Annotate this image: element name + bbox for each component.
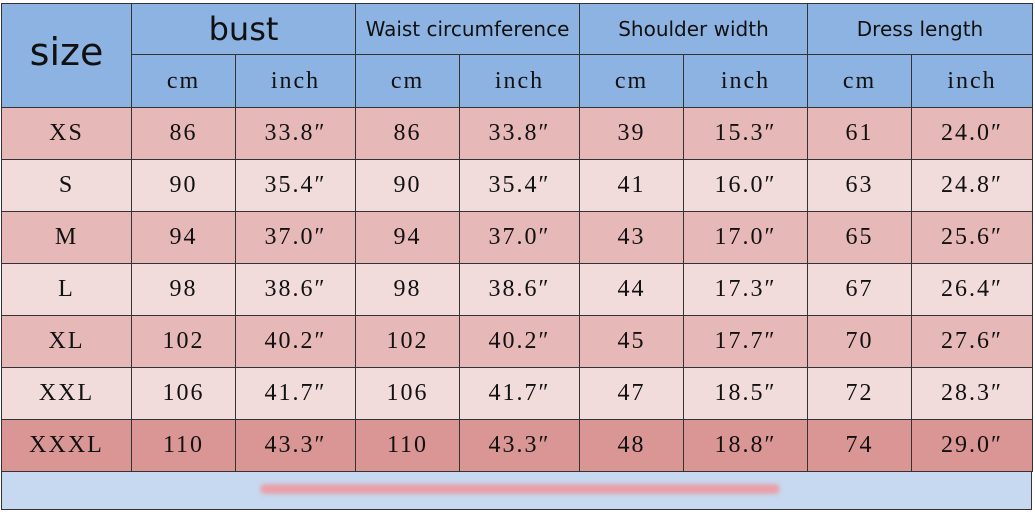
measurement: 43.3″	[235, 419, 356, 472]
measurement: 43	[579, 211, 684, 264]
measurement: 45	[579, 315, 684, 368]
measurement: 16.0″	[683, 159, 808, 212]
measurement: 90	[355, 159, 460, 212]
measurement: 37.0″	[235, 211, 356, 264]
measurement: 35.4″	[459, 159, 580, 212]
measurement: 26.4″	[911, 263, 1033, 316]
measurement: 44	[579, 263, 684, 316]
size-label: S	[1, 159, 132, 212]
measurement: 110	[355, 419, 460, 472]
size-label: XL	[1, 315, 132, 368]
measurement: 41.7″	[459, 367, 580, 420]
group-header: bust	[131, 3, 356, 55]
measurement: 17.3″	[683, 263, 808, 316]
measurement: 41.7″	[235, 367, 356, 420]
measurement: 43.3″	[459, 419, 580, 472]
measurement: 40.2″	[235, 315, 356, 368]
measurement: 94	[131, 211, 236, 264]
unit-header: inch	[911, 54, 1033, 108]
group-header: Shoulder width	[579, 3, 808, 55]
measurement: 67	[807, 263, 912, 316]
size-label: XXL	[1, 367, 132, 420]
measurement: 33.8″	[459, 107, 580, 160]
unit-header: inch	[459, 54, 580, 108]
measurement: 28.3″	[911, 367, 1033, 420]
measurement: 24.8″	[911, 159, 1033, 212]
measurement: 47	[579, 367, 684, 420]
measurement: 106	[131, 367, 236, 420]
measurement: 18.5″	[683, 367, 808, 420]
size-label: XS	[1, 107, 132, 160]
measurement: 17.0″	[683, 211, 808, 264]
measurement: 15.3″	[683, 107, 808, 160]
measurement: 86	[355, 107, 460, 160]
size-label: M	[1, 211, 132, 264]
measurement: 110	[131, 419, 236, 472]
unit-header: inch	[683, 54, 808, 108]
measurement: 24.0″	[911, 107, 1033, 160]
measurement: 18.8″	[683, 419, 808, 472]
unit-header: cm	[579, 54, 684, 108]
measurement: 102	[131, 315, 236, 368]
size-header: size	[1, 3, 132, 108]
size-label: XXXL	[1, 419, 132, 472]
measurement: 98	[355, 263, 460, 316]
unit-header: cm	[131, 54, 236, 108]
measurement: 39	[579, 107, 684, 160]
measurement: 94	[355, 211, 460, 264]
size-label: L	[1, 263, 132, 316]
measurement: 37.0″	[459, 211, 580, 264]
measurement: 33.8″	[235, 107, 356, 160]
unit-header: inch	[235, 54, 356, 108]
measurement: 74	[807, 419, 912, 472]
measurement: 61	[807, 107, 912, 160]
measurement: 48	[579, 419, 684, 472]
measurement: 35.4″	[235, 159, 356, 212]
measurement: 63	[807, 159, 912, 212]
measurement: 98	[131, 263, 236, 316]
measurement: 86	[131, 107, 236, 160]
measurement: 65	[807, 211, 912, 264]
unit-header: cm	[355, 54, 460, 108]
unit-header: cm	[807, 54, 912, 108]
measurement: 27.6″	[911, 315, 1033, 368]
measurement: 102	[355, 315, 460, 368]
measurement: 38.6″	[235, 263, 356, 316]
measurement: 106	[355, 367, 460, 420]
group-header: Dress length	[807, 3, 1033, 55]
group-header: Waist circumference	[355, 3, 580, 55]
footer	[1, 471, 1032, 510]
measurement: 40.2″	[459, 315, 580, 368]
measurement: 41	[579, 159, 684, 212]
blurred-note	[260, 484, 780, 494]
measurement: 38.6″	[459, 263, 580, 316]
measurement: 25.6″	[911, 211, 1033, 264]
measurement: 70	[807, 315, 912, 368]
measurement: 72	[807, 367, 912, 420]
measurement: 90	[131, 159, 236, 212]
measurement: 29.0″	[911, 419, 1033, 472]
measurement: 17.7″	[683, 315, 808, 368]
